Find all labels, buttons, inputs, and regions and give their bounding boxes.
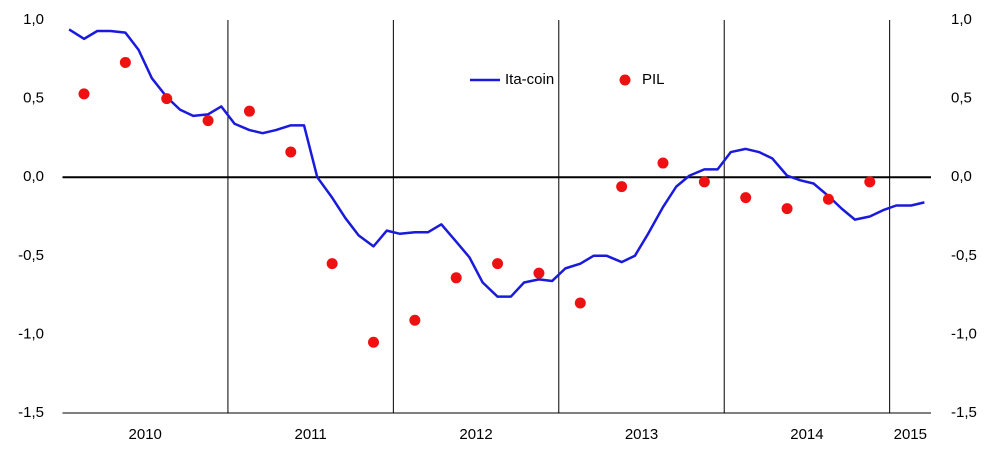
y2-tick-label: 0,5 [951,90,972,107]
data-point [533,267,545,279]
y2-tick-label: -1,0 [951,325,977,342]
data-point [326,258,338,270]
x-tick-label: 2013 [625,426,658,443]
data-point [78,88,90,100]
data-point [409,314,421,326]
data-point [616,181,628,193]
data-point [864,176,876,188]
y-tick-label: -1,0 [18,325,44,342]
series-line [68,28,925,298]
data-point [161,93,173,105]
x-tick-label: 2014 [790,426,823,443]
legend-label: PIL [642,71,665,88]
legend-swatch [619,74,631,86]
x-tick-label: 2012 [459,426,492,443]
y2-tick-label: 0,0 [951,168,972,185]
y-tick-label: 0,0 [23,168,44,185]
x-tick-label: 2011 [295,426,327,443]
data-point [450,272,462,284]
data-point [574,297,586,309]
x-tick-label: 2015 [894,426,927,443]
y-tick-label: -0,5 [18,247,44,264]
legend-label: Ita-coin [505,71,554,88]
data-point [285,146,297,158]
y-tick-label: 1,0 [23,11,44,28]
y-tick-label: -1,5 [18,404,44,421]
y2-tick-label: 1,0 [951,11,972,28]
y2-tick-label: -0,5 [951,247,977,264]
data-point [698,176,710,188]
data-point [202,115,214,127]
y-tick-label: 0,5 [23,90,44,107]
y2-tick-label: -1,5 [951,404,977,421]
x-tick-label: 2010 [129,426,162,443]
data-point [368,336,380,348]
data-point [492,258,504,270]
data-point [781,203,793,215]
data-point [119,56,131,68]
data-point [243,105,255,117]
data-point [657,157,669,169]
data-point [740,192,752,204]
data-point [822,193,834,205]
